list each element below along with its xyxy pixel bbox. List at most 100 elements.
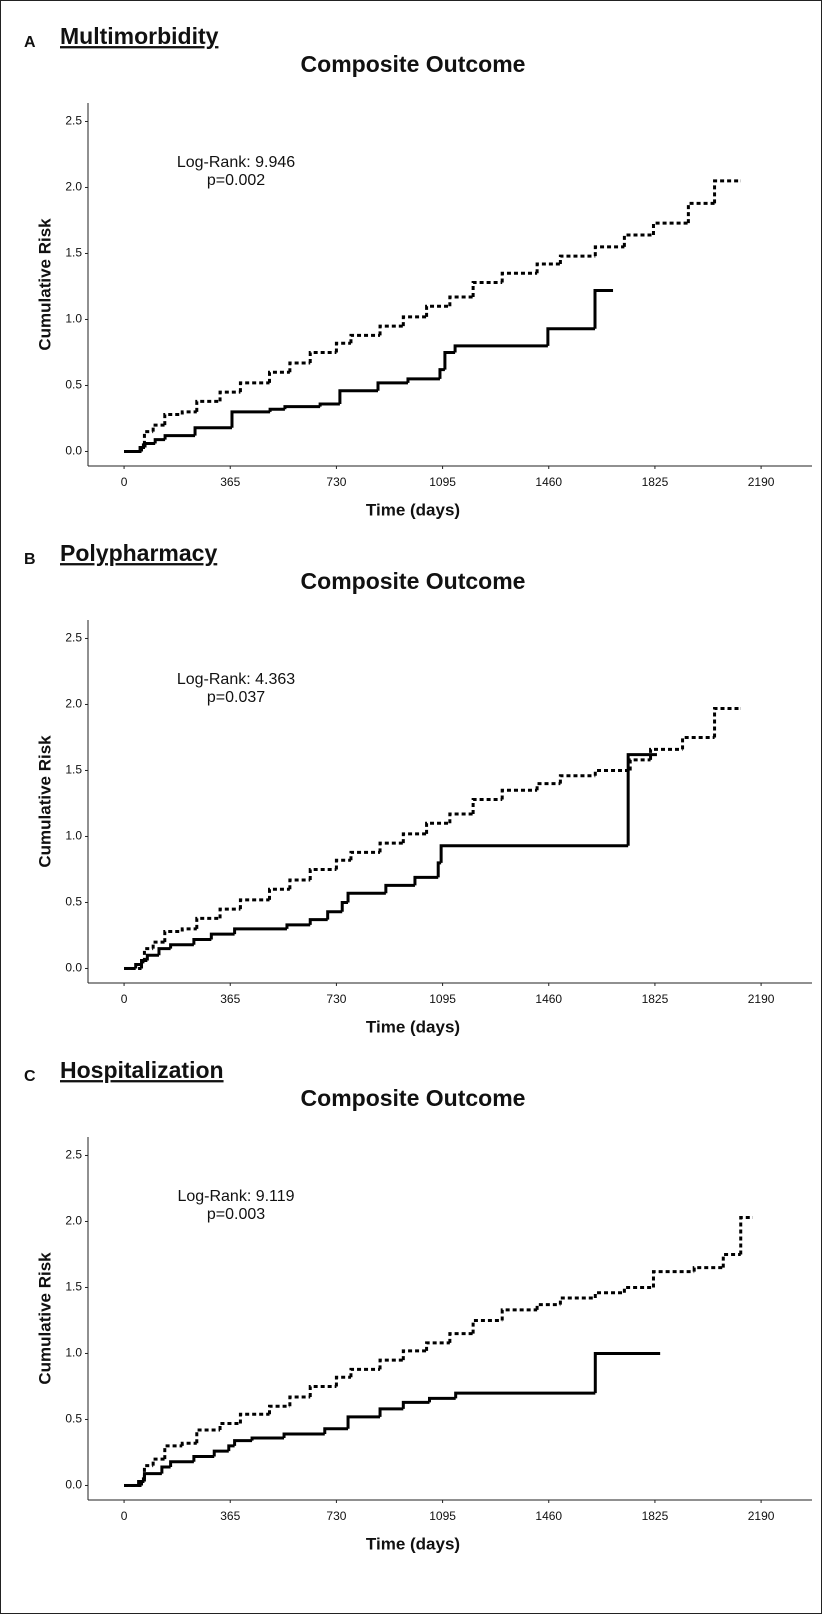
y-axis-title: Cumulative Risk — [35, 735, 54, 868]
panel-title: Hospitalization — [60, 1057, 224, 1083]
step-segment — [651, 221, 689, 235]
step-segment — [686, 201, 715, 224]
step-segment — [334, 341, 351, 353]
step-segment — [288, 878, 311, 890]
y-tick-label: 0.0 — [65, 1478, 82, 1492]
step-segment — [681, 735, 715, 750]
annotation: Log-Rank: 9.946 — [177, 154, 295, 171]
x-tick-label: 1095 — [429, 475, 456, 489]
step-segment — [649, 747, 683, 760]
step-segment — [340, 900, 349, 912]
x-tick-label: 730 — [326, 992, 346, 1006]
step-segment — [500, 1308, 538, 1321]
step-segment — [593, 768, 631, 776]
step-segment — [448, 1332, 474, 1343]
step-segment — [651, 1270, 695, 1288]
step-segment — [425, 821, 450, 834]
x-tick-label: 1825 — [642, 992, 669, 1006]
step-segment — [334, 1375, 351, 1387]
step-segment — [346, 891, 386, 903]
x-tick-label: 2190 — [748, 992, 775, 1006]
step-segment — [218, 390, 241, 402]
step-segment — [238, 381, 270, 393]
annotation: p=0.003 — [207, 1206, 265, 1223]
step-segment — [308, 867, 337, 881]
x-tick-label: 730 — [326, 475, 346, 489]
step-segment — [558, 254, 596, 265]
step-segment — [238, 898, 270, 910]
step-segment — [195, 916, 221, 929]
step-segment — [593, 288, 614, 329]
step-segment — [209, 932, 235, 940]
x-tick-label: 0 — [121, 475, 128, 489]
y-axis-title: Cumulative Risk — [35, 1252, 54, 1385]
step-segment — [318, 402, 340, 407]
x-axis-title: Time (days) — [366, 1534, 460, 1553]
step-segment — [326, 910, 343, 920]
step-segment — [427, 1396, 456, 1403]
step-segment — [151, 423, 165, 432]
step-segment — [500, 271, 538, 283]
step-segment — [546, 327, 596, 346]
step-segment — [593, 245, 625, 257]
step-segment — [323, 1427, 349, 1434]
step-segment — [378, 324, 404, 336]
step-segment — [233, 927, 287, 935]
step-segment — [535, 1303, 561, 1310]
step-segment — [134, 963, 142, 969]
step-segment — [268, 887, 290, 900]
step-segment — [721, 1252, 741, 1268]
y-tick-label: 0.0 — [65, 961, 82, 975]
y-axis-title: Cumulative Risk — [35, 218, 54, 351]
step-segment — [180, 927, 197, 932]
step-segment — [282, 1432, 325, 1438]
step-segment — [425, 1341, 450, 1351]
step-segment — [160, 1465, 171, 1474]
x-tick-label: 1460 — [535, 992, 562, 1006]
step-segment — [425, 304, 450, 317]
step-segment — [169, 943, 194, 949]
step-segment — [349, 1367, 381, 1378]
step-segment — [233, 1439, 253, 1446]
step-segment — [151, 940, 165, 949]
step-segment — [308, 918, 328, 925]
step-segment — [163, 930, 183, 943]
step-segment — [308, 1384, 337, 1398]
step-segment — [443, 350, 456, 370]
annotation: Log-Rank: 4.363 — [177, 671, 295, 688]
x-tick-label: 365 — [220, 1509, 240, 1523]
step-segment — [378, 1358, 404, 1370]
step-segment — [238, 1412, 270, 1424]
step-segment — [471, 798, 503, 815]
step-segment — [500, 788, 538, 800]
y-tick-label: 0.5 — [65, 895, 82, 909]
step-segment — [227, 1444, 235, 1452]
panel-title: Polypharmacy — [60, 540, 217, 566]
y-tick-label: 2.0 — [65, 180, 82, 194]
step-segment — [349, 333, 381, 344]
step-segment — [593, 1291, 625, 1299]
x-axis-title: Time (days) — [366, 1017, 460, 1036]
step-segment — [401, 1400, 430, 1409]
step-segment — [401, 1349, 427, 1361]
step-segment — [180, 1441, 197, 1446]
step-segment — [153, 438, 166, 444]
chart-title: Composite Outcome — [301, 51, 526, 77]
step-segment — [535, 782, 561, 791]
step-segment — [401, 315, 427, 327]
step-segment — [308, 350, 337, 364]
x-tick-label: 2190 — [748, 475, 775, 489]
step-segment — [401, 832, 427, 844]
step-segment — [713, 179, 741, 204]
step-segment — [338, 389, 379, 404]
step-segment — [471, 281, 503, 298]
step-segment — [378, 841, 404, 853]
step-segment — [285, 923, 311, 929]
step-segment — [448, 812, 474, 824]
step-segment — [349, 850, 381, 861]
x-tick-label: 2190 — [748, 1509, 775, 1523]
x-tick-label: 1460 — [535, 475, 562, 489]
x-tick-label: 1460 — [535, 1509, 562, 1523]
step-segment — [622, 233, 654, 247]
